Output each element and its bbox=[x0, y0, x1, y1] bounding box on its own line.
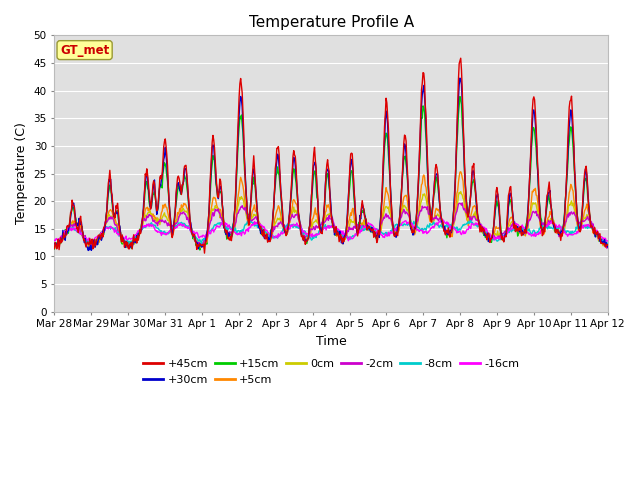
Legend: +45cm, +30cm, +15cm, +5cm, 0cm, -2cm, -8cm, -16cm: +45cm, +30cm, +15cm, +5cm, 0cm, -2cm, -8… bbox=[138, 355, 524, 389]
X-axis label: Time: Time bbox=[316, 335, 346, 348]
Y-axis label: Temperature (C): Temperature (C) bbox=[15, 122, 28, 225]
Text: GT_met: GT_met bbox=[60, 44, 109, 57]
Title: Temperature Profile A: Temperature Profile A bbox=[248, 15, 413, 30]
